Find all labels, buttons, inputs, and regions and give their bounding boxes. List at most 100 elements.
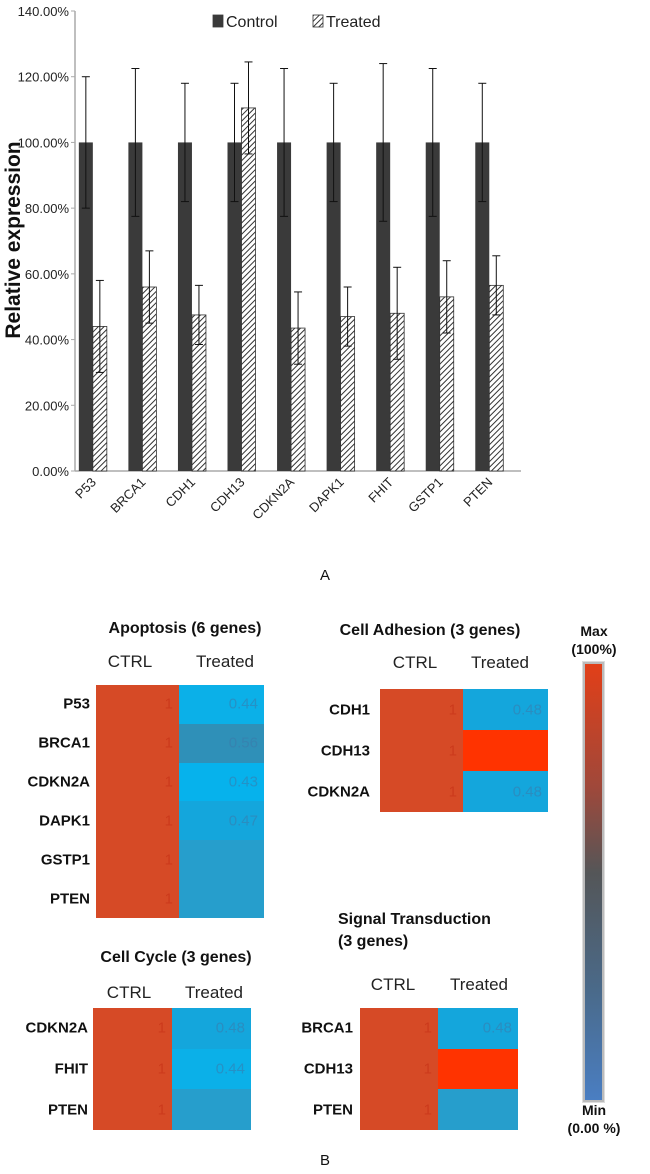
gene-label: CDH13 [320,742,370,759]
legend-label-control: Control [226,14,278,31]
colorbar-min-label: Min (0.00 %) [568,1101,621,1137]
heatmap-row: 1 0.48 [380,771,548,812]
gene-label: BRCA1 [38,734,90,752]
x-tick-label: GSTP1 [405,475,446,516]
heatmap-row: 1 [360,1089,518,1131]
cell-value: 1 [157,1060,166,1078]
cell-value: 1 [423,1060,432,1078]
cell-value: 1 [164,812,173,830]
column-header-ctrl: CTRL [370,975,416,994]
cell-value: 1 [164,773,173,791]
treated-cell [463,730,548,771]
column-header-ctrl: CTRL [392,653,438,672]
heatmap-row: 1 0.43 [96,762,264,802]
column-header-ctrl: CTRL [106,983,152,1002]
gene-label: DAPK1 [39,812,90,830]
x-tick-label: FHIT [365,474,396,505]
heatmap-title-line: Apoptosis (6 genes) [108,620,262,637]
cell-value: 0.47 [228,812,258,830]
treated-cell: 0.48 [463,689,548,730]
control-bar [128,142,143,471]
heatmap-row: 1 0.44 [93,1048,251,1090]
treated-cell [438,1048,518,1090]
y-axis-label: Relative expression [2,141,25,339]
treated-cell [179,879,264,918]
ctrl-cell: 1 [96,801,179,841]
y-tick-label: 120.00% [18,70,70,85]
ctrl-cell: 1 [380,730,463,771]
heatmap-grid-adhesion: 1 0.48 1 1 0.48 [380,689,548,812]
heatmap-title-apoptosis: Apoptosis (6 genes) [109,618,262,640]
cell-value: 1 [448,783,457,800]
heatmap-row: 1 0.48 [93,1008,251,1049]
gene-label: CDKN2A [307,783,370,800]
x-tick-label: BRCA1 [107,475,148,516]
heatmap-grid-signal: 1 0.48 1 1 [360,1008,518,1131]
heatmap-row: 1 [96,879,264,918]
panel-label-a: A [320,567,331,584]
gene-label: BRCA1 [301,1019,353,1037]
heatmap-row: 1 0.56 [96,723,264,763]
heatmap-title-cycle: Cell Cycle (3 genes) [100,947,251,969]
cell-value: 0.43 [228,773,258,791]
ctrl-cell: 1 [360,1048,438,1090]
legend-label-treated: Treated [326,14,381,31]
ctrl-cell: 1 [93,1089,172,1131]
cell-value: 0.48 [512,783,542,800]
cell-value: 0.48 [215,1019,245,1037]
heatmap-row: 1 [380,730,548,771]
cell-value: 1 [448,742,457,759]
gene-label: P53 [63,695,90,713]
x-tick-label: P53 [72,475,99,502]
control-bar [376,142,391,471]
treated-bar [241,107,256,472]
control-bar [277,142,292,471]
control-bar [177,142,192,471]
heatmap-row: 1 0.48 [380,689,548,730]
heatmap-row: 1 [93,1089,251,1131]
ctrl-cell: 1 [93,1008,172,1049]
cell-value: 1 [164,734,173,752]
treated-cell: 0.56 [179,723,264,763]
heatmap-row: 1 [360,1048,518,1090]
cell-value: 1 [164,890,173,908]
heatmap-row: 1 0.44 [96,685,264,724]
ctrl-cell: 1 [360,1008,438,1049]
treated-cell: 0.44 [179,685,264,724]
legend-swatch-treated [312,14,324,28]
heatmap-grid-cycle: 1 0.48 1 0.44 1 [93,1008,251,1131]
cell-value: 0.44 [228,695,258,713]
column-header-treated: Treated [196,652,254,671]
cell-value: 1 [164,695,173,713]
ctrl-cell: 1 [96,685,179,724]
cell-value: 1 [157,1019,166,1037]
treated-cell [172,1089,251,1131]
y-tick-label: 80.00% [25,201,70,216]
ctrl-cell: 1 [96,762,179,802]
heatmap-row: 1 0.48 [360,1008,518,1049]
cell-value: 1 [423,1101,432,1119]
heatmap-title-signal: Signal Transduction (3 genes) [338,909,491,953]
column-header-treated: Treated [185,983,243,1002]
control-bar [227,142,242,471]
cell-value: 0.56 [228,734,258,752]
y-tick-label: 60.00% [25,267,70,282]
treated-cell: 0.43 [179,762,264,802]
control-bar [425,142,440,471]
cell-value: 1 [157,1101,166,1119]
heatmap-title-line: Cell Cycle (3 genes) [100,949,252,966]
control-bar [78,142,93,471]
y-tick-label: 40.00% [25,333,70,348]
ctrl-cell: 1 [96,723,179,763]
heatmap-title-line: Signal Transduction [338,911,491,928]
cell-value: 1 [448,701,457,718]
panel-label-b: B [320,1152,331,1169]
heatmap-title-adhesion: Cell Adhesion (3 genes) [340,620,521,642]
ctrl-cell: 1 [360,1089,438,1131]
colorbar-min-sub: (0.00 %) [567,1120,621,1136]
y-tick-label: 20.00% [25,398,70,413]
heatmap-row: 1 0.47 [96,801,264,841]
y-tick-label: 0.00% [32,464,69,479]
heatmap-title-line: (3 genes) [338,933,409,950]
gene-label: CDKN2A [27,773,90,791]
